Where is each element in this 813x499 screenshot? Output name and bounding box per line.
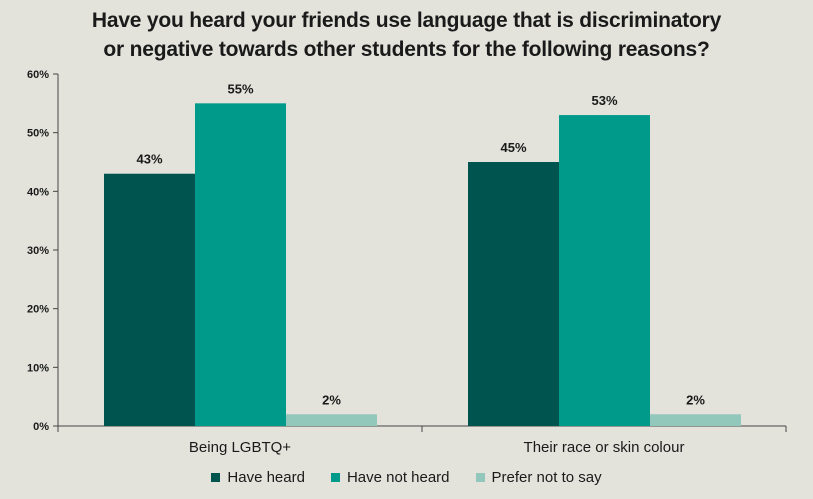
legend-item-have-heard: Have heard xyxy=(211,469,305,486)
y-tick-label: 50% xyxy=(27,128,49,140)
y-tick-label: 0% xyxy=(33,421,49,433)
legend-label-have-heard: Have heard xyxy=(227,469,305,486)
data-label: 2% xyxy=(686,392,705,407)
chart-title: Have you heard your friends use language… xyxy=(0,6,813,64)
y-tick-label: 10% xyxy=(27,362,49,374)
bar-have-heard xyxy=(468,162,559,426)
category-label: Their race or skin colour xyxy=(524,439,685,456)
data-label: 45% xyxy=(500,140,526,155)
y-tick-label: 30% xyxy=(27,245,49,257)
legend-swatch-have-heard xyxy=(211,473,221,482)
bar-prefer-not-to-say xyxy=(286,414,377,426)
legend-item-have-not-heard: Have not heard xyxy=(330,469,450,486)
legend-swatch-prefer-not-to-say xyxy=(475,473,485,482)
legend-label-have-not-heard: Have not heard xyxy=(346,469,450,486)
data-label: 53% xyxy=(591,93,617,108)
legend-swatch-have-not-heard xyxy=(330,473,340,482)
legend: Have heard Have not heard Prefer not to … xyxy=(0,469,813,486)
bar-prefer-not-to-say xyxy=(650,414,741,426)
chart-title-line-1: Have you heard your friends use language… xyxy=(91,9,722,32)
legend-label-prefer-not-to-say: Prefer not to say xyxy=(491,469,602,486)
bar-have-heard xyxy=(104,173,195,426)
y-tick-label: 40% xyxy=(27,186,49,198)
y-tick-label: 60% xyxy=(27,69,49,81)
data-label: 2% xyxy=(322,392,341,407)
chart-title-line-2: or negative towards other students for t… xyxy=(103,38,710,61)
legend-item-prefer-not-to-say: Prefer not to say xyxy=(475,469,602,486)
y-tick-label: 20% xyxy=(27,304,49,316)
bar-have-not-heard xyxy=(559,115,650,427)
data-label: 55% xyxy=(227,81,253,96)
data-label: 43% xyxy=(136,152,162,167)
category-label: Being LGBTQ+ xyxy=(189,439,291,456)
bar-have-not-heard xyxy=(195,103,286,426)
